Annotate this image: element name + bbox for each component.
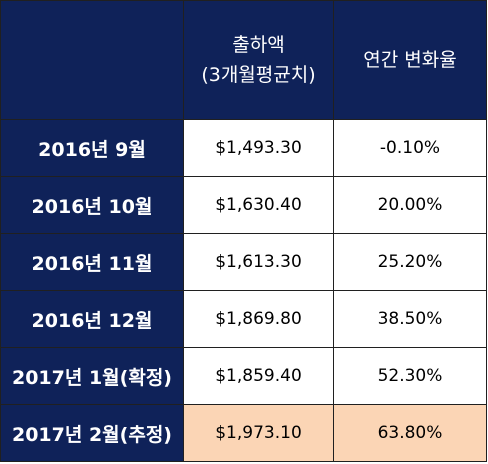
row-period: 2017년 1월(확정)	[0, 347, 184, 405]
table-row: 2016년 12월 $1,869.80 38.50%	[0, 290, 487, 348]
table-row-highlighted: 2017년 2월(추정) $1,973.10 63.80%	[0, 404, 487, 462]
row-period: 2016년 12월	[0, 290, 184, 348]
table-header-row: 출하액 (3개월평균치) 연간 변화율	[0, 0, 487, 120]
header-shipment-title: 출하액	[232, 34, 285, 56]
table-row: 2016년 9월 $1,493.30 -0.10%	[0, 119, 487, 177]
row-value: $1,859.40	[183, 347, 334, 405]
row-change: 38.50%	[333, 290, 487, 348]
row-period: 2016년 10월	[0, 176, 184, 234]
row-change: 63.80%	[333, 404, 487, 462]
table-row: 2016년 11월 $1,613.30 25.20%	[0, 233, 487, 291]
row-period: 2017년 2월(추정)	[0, 404, 184, 462]
row-change: -0.10%	[333, 119, 487, 177]
row-change: 52.30%	[333, 347, 487, 405]
row-value: $1,493.30	[183, 119, 334, 177]
row-period: 2016년 11월	[0, 233, 184, 291]
row-period: 2016년 9월	[0, 119, 184, 177]
table-row: 2016년 10월 $1,630.40 20.00%	[0, 176, 487, 234]
row-change: 25.20%	[333, 233, 487, 291]
table-row: 2017년 1월(확정) $1,859.40 52.30%	[0, 347, 487, 405]
row-value: $1,869.80	[183, 290, 334, 348]
row-value: $1,973.10	[183, 404, 334, 462]
row-change: 20.00%	[333, 176, 487, 234]
header-shipment-subtitle: (3개월평균치)	[201, 64, 316, 86]
header-empty-cell	[0, 0, 184, 120]
header-shipment: 출하액 (3개월평균치)	[183, 0, 334, 120]
row-value: $1,630.40	[183, 176, 334, 234]
row-value: $1,613.30	[183, 233, 334, 291]
header-yoy-change: 연간 변화율	[333, 0, 487, 120]
